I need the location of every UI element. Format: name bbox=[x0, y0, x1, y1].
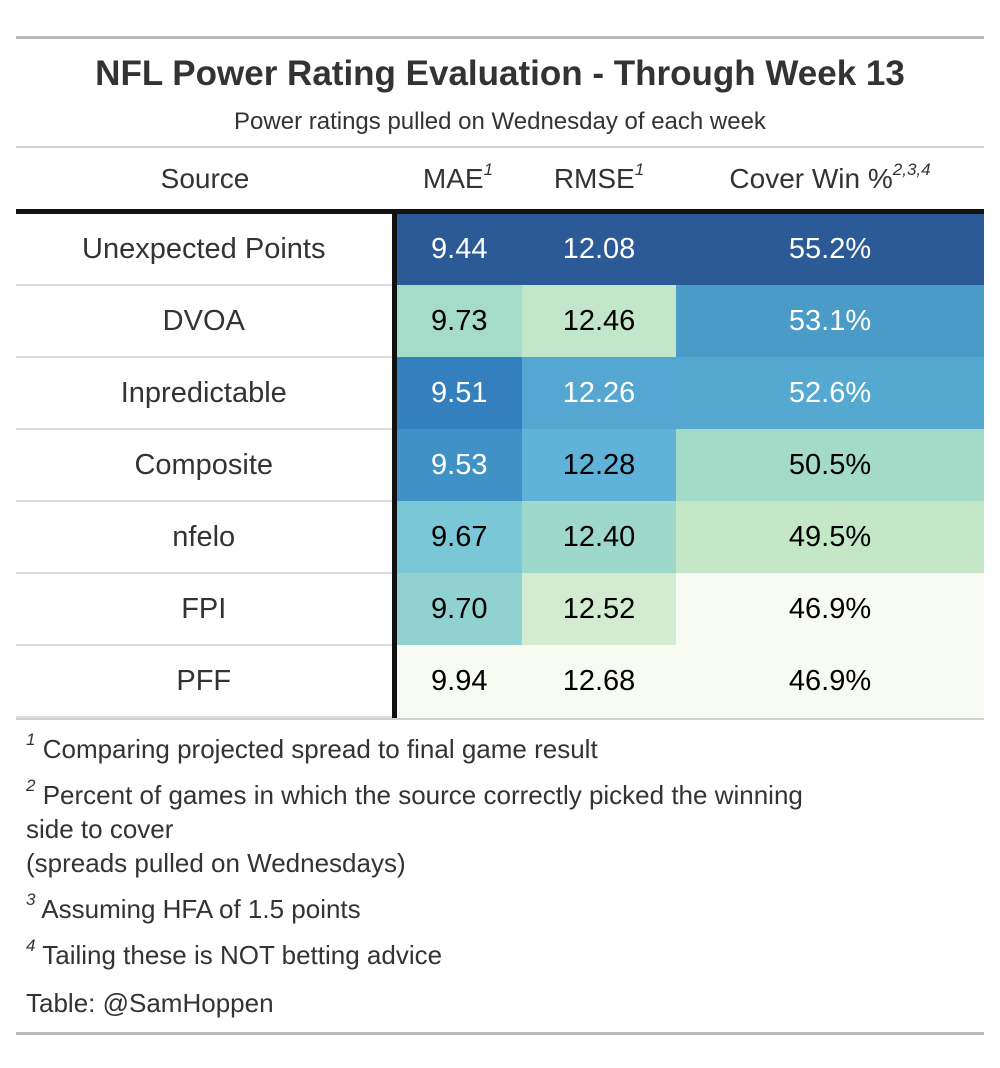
table-row: Composite 9.53 12.28 50.5% bbox=[16, 429, 984, 502]
cell-cover-win: 53.1% bbox=[676, 285, 984, 357]
footnote-mark: 3 bbox=[26, 890, 36, 909]
footnote: 2 Percent of games in which the source c… bbox=[16, 776, 984, 880]
table-row: Unexpected Points 9.44 12.08 55.2% bbox=[16, 211, 984, 286]
cell-cover-win: 52.6% bbox=[676, 357, 984, 429]
footnote: 4 Tailing these is NOT betting advice bbox=[16, 936, 984, 972]
cell-cover-win: 46.9% bbox=[676, 645, 984, 717]
table-body: Unexpected Points 9.44 12.08 55.2% DVOA 9.73 1… bbox=[16, 211, 984, 718]
footnote-text-continued: (spreads pulled on Wednesdays) bbox=[26, 848, 406, 878]
col-header-rmse: RMSE1 bbox=[522, 148, 676, 214]
table-figure: NFL Power Rating Evaluation - Through We… bbox=[16, 36, 984, 1035]
table-row: PFF 9.94 12.68 46.9% bbox=[16, 645, 984, 718]
ratings-table: Source MAE1 RMSE1 Cover Win %2,3,4 Unexp… bbox=[16, 148, 984, 718]
header-row: Source MAE1 RMSE1 Cover Win %2,3,4 bbox=[16, 148, 984, 214]
cell-rmse: 12.40 bbox=[522, 501, 676, 573]
cell-mae: 9.94 bbox=[394, 645, 522, 717]
bottom-rule bbox=[16, 1032, 984, 1035]
table-credit: Table: @SamHoppen bbox=[26, 988, 274, 1018]
cell-mae: 9.53 bbox=[394, 429, 522, 501]
cell-source: nfelo bbox=[16, 501, 397, 574]
cell-mae: 9.51 bbox=[394, 357, 522, 429]
footnote: 3 Assuming HFA of 1.5 points bbox=[16, 890, 984, 926]
cell-mae: 9.67 bbox=[394, 501, 522, 573]
cell-source: Unexpected Points bbox=[16, 211, 397, 286]
footnote-text-continued: side to cover bbox=[26, 814, 174, 844]
cell-rmse: 12.08 bbox=[522, 211, 676, 285]
cell-cover-win: 46.9% bbox=[676, 573, 984, 645]
footnote-text: Comparing projected spread to final game… bbox=[42, 734, 598, 764]
cell-cover-win: 49.5% bbox=[676, 501, 984, 573]
table-subtitle: Power ratings pulled on Wednesday of eac… bbox=[234, 108, 766, 135]
footnote-mark: 4 bbox=[26, 936, 36, 955]
footnote-text: Assuming HFA of 1.5 points bbox=[41, 894, 361, 924]
cell-mae: 9.73 bbox=[394, 285, 522, 357]
header-rule bbox=[16, 146, 984, 148]
top-rule bbox=[16, 36, 984, 39]
footer-rule bbox=[16, 718, 984, 720]
col-header-mae: MAE1 bbox=[394, 148, 522, 214]
cell-mae: 9.70 bbox=[394, 573, 522, 645]
cell-rmse: 12.26 bbox=[522, 357, 676, 429]
footnote-mark: 1 bbox=[26, 730, 36, 749]
footnote-mark: 2 bbox=[26, 776, 36, 795]
footnotes: 1 Comparing projected spread to final ga… bbox=[16, 730, 984, 972]
col-header-cover-win: Cover Win %2,3,4 bbox=[676, 148, 984, 214]
table-row: nfelo 9.67 12.40 49.5% bbox=[16, 501, 984, 574]
col-header-source: Source bbox=[16, 148, 394, 214]
cell-source: Inpredictable bbox=[16, 357, 397, 430]
cell-rmse: 12.28 bbox=[522, 429, 676, 501]
footnote-text: Percent of games in which the source cor… bbox=[42, 780, 803, 810]
footnote-text: Tailing these is NOT betting advice bbox=[42, 940, 443, 970]
cell-cover-win: 50.5% bbox=[676, 429, 984, 501]
table-row: FPI 9.70 12.52 46.9% bbox=[16, 573, 984, 646]
cell-source: Composite bbox=[16, 429, 397, 502]
table-row: Inpredictable 9.51 12.26 52.6% bbox=[16, 357, 984, 430]
footnote: 1 Comparing projected spread to final ga… bbox=[16, 730, 984, 766]
cell-rmse: 12.46 bbox=[522, 285, 676, 357]
table-title: NFL Power Rating Evaluation - Through We… bbox=[95, 54, 905, 93]
cell-rmse: 12.52 bbox=[522, 573, 676, 645]
cell-rmse: 12.68 bbox=[522, 645, 676, 717]
cell-cover-win: 55.2% bbox=[676, 211, 984, 285]
cell-source: FPI bbox=[16, 573, 397, 646]
table-row: DVOA 9.73 12.46 53.1% bbox=[16, 285, 984, 358]
cell-source: PFF bbox=[16, 645, 397, 718]
cell-source: DVOA bbox=[16, 285, 397, 358]
cell-mae: 9.44 bbox=[394, 211, 522, 285]
